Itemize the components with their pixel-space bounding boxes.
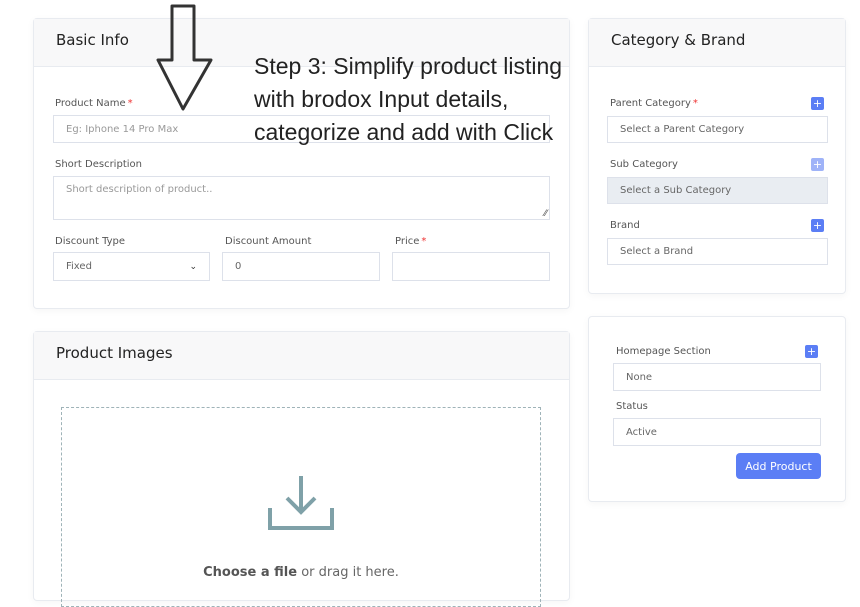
homepage-section-label: Homepage Section	[616, 346, 711, 357]
down-arrow-annotation-icon	[156, 4, 213, 111]
card-title: Category & Brand	[589, 19, 845, 67]
product-images-card: Product Images	[33, 331, 570, 601]
add-brand-button[interactable]: +	[811, 219, 824, 232]
file-dropzone[interactable]: Choose a file or drag it here.	[61, 407, 541, 607]
parent-category-label: Parent Category *	[610, 98, 698, 109]
resize-handle-icon[interactable]: ⁄⁄	[543, 209, 547, 219]
add-sub-category-button[interactable]: +	[811, 158, 824, 171]
card-title: Product Images	[34, 332, 569, 380]
download-icon	[268, 476, 334, 530]
price-input[interactable]	[392, 252, 550, 281]
product-name-input[interactable]: Eg: Iphone 14 Pro Max	[53, 115, 550, 143]
step-annotation: Step 3: Simplify product listing with br…	[254, 53, 563, 145]
discount-type-label: Discount Type	[55, 236, 126, 247]
status-select[interactable]: Active	[613, 418, 821, 446]
brand-label: Brand	[610, 220, 640, 231]
chevron-down-icon: ⌄	[189, 261, 197, 272]
add-homepage-section-button[interactable]: +	[805, 345, 818, 358]
status-label: Status	[616, 401, 648, 412]
sub-category-select[interactable]: Select a Sub Category	[607, 177, 828, 204]
short-description-textarea[interactable]: Short description of product.. ⁄⁄	[53, 176, 550, 220]
add-parent-category-button[interactable]: +	[811, 97, 824, 110]
product-name-label: Product Name *	[55, 98, 133, 109]
card-title: Basic Info	[34, 19, 569, 67]
sub-category-label: Sub Category	[610, 159, 678, 170]
homepage-section-select[interactable]: None	[613, 363, 821, 391]
add-product-button[interactable]: Add Product	[736, 453, 821, 479]
price-label: Price *	[395, 236, 427, 247]
drag-text: or drag it here.	[297, 565, 399, 580]
parent-category-select[interactable]: Select a Parent Category	[607, 116, 828, 143]
discount-type-select[interactable]: Fixed ⌄	[53, 252, 210, 281]
short-description-label: Short Description	[55, 159, 142, 170]
choose-file-link[interactable]: Choose a file	[203, 565, 298, 580]
brand-select[interactable]: Select a Brand	[607, 238, 828, 265]
discount-amount-input[interactable]: 0	[222, 252, 380, 281]
discount-amount-label: Discount Amount	[225, 236, 312, 247]
